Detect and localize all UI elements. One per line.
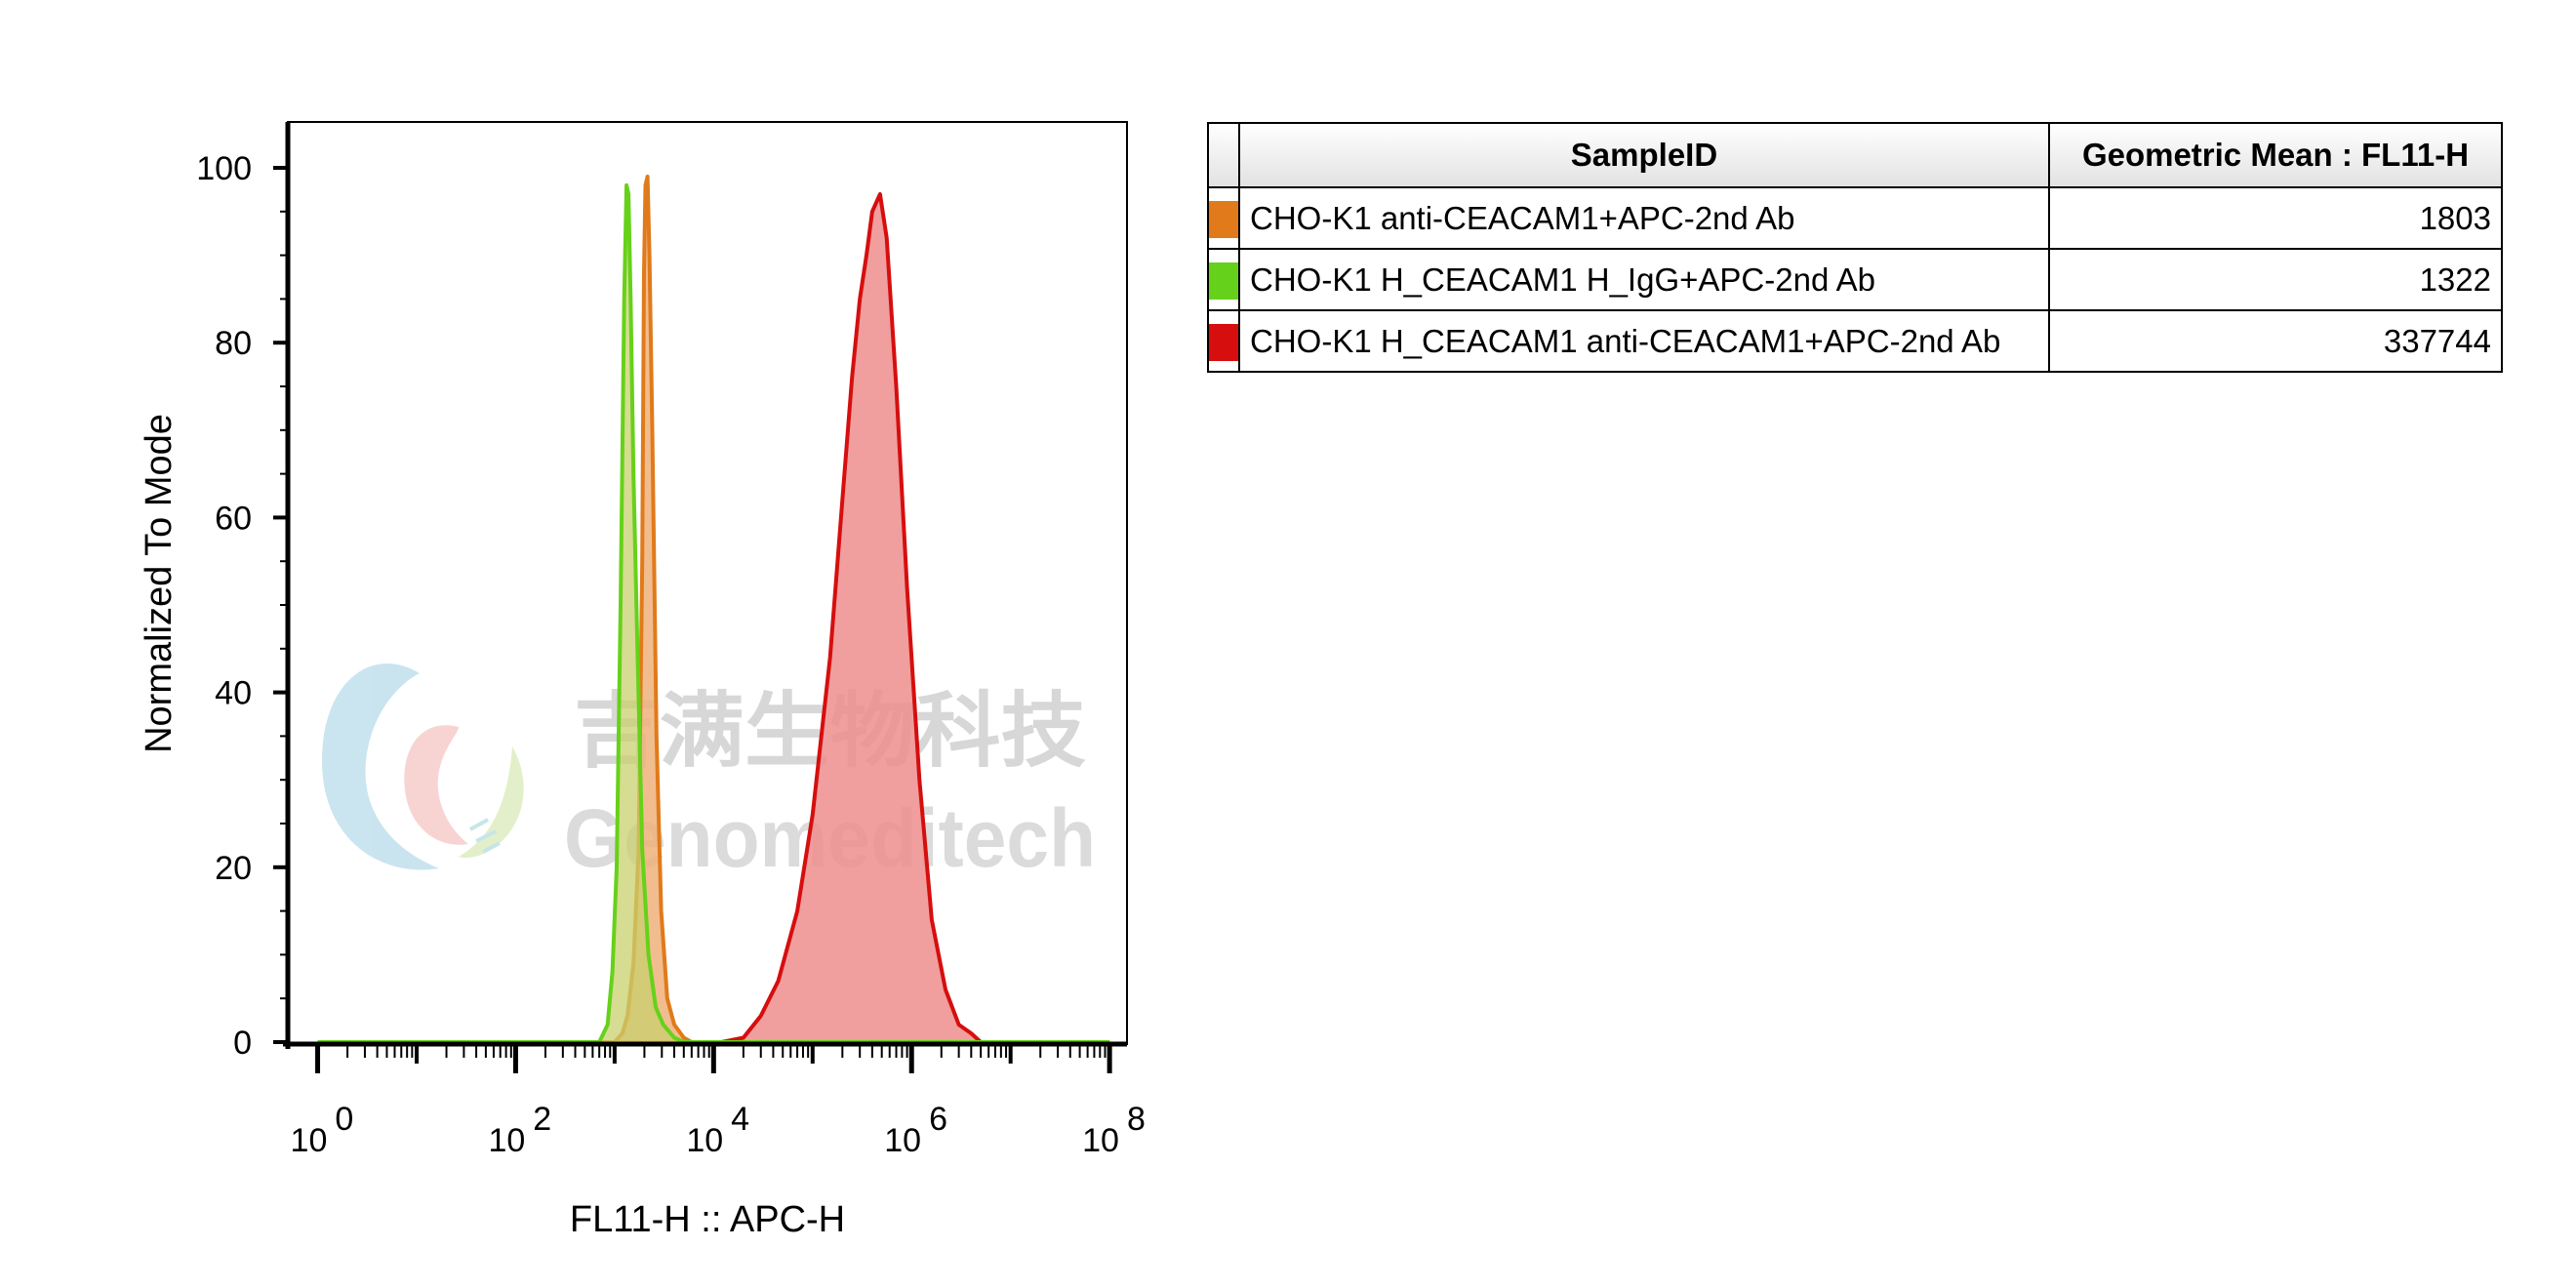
series-line [317,175,1110,1044]
x-tick-label: 106 [884,1101,947,1159]
y-tick-label: 20 [215,850,252,887]
table-header-row: SampleID Geometric Mean : FL11-H [1207,122,2503,188]
y-axis-ticks: 0 20 40 60 80 100 [196,150,288,1062]
series-line [317,182,1110,1044]
y-tick-label: 80 [215,325,252,362]
y-tick-label: 60 [215,500,252,537]
sample-table: SampleID Geometric Mean : FL11-H CHO-K1 … [1207,122,2503,373]
watermark: 吉满生物科技 Genomeditech [322,664,1096,884]
x-axis-label: FL11-H :: APC-H [570,1199,845,1240]
geometric-mean: 1322 [2048,248,2503,311]
x-tick-label: 104 [686,1101,749,1159]
series-swatch [1209,262,1238,300]
y-axis-label: Normalized To Mode [139,414,180,753]
y-tick-label: 0 [233,1025,252,1062]
y-tick-label: 100 [196,150,252,187]
x-tick-label: 108 [1082,1101,1146,1159]
sample-id: CHO-K1 anti-CEACAM1+APC-2nd Ab [1238,186,2050,250]
plot-frame [287,121,1128,1045]
x-axis-ticks: 100 102 104 106 108 [291,1044,1146,1159]
y-tick-label: 40 [215,675,252,712]
geometric-mean: 337744 [2048,309,2503,373]
series-swatch [1209,323,1238,361]
sample-id: CHO-K1 H_CEACAM1 anti-CEACAM1+APC-2nd Ab [1238,309,2050,373]
geometric-mean: 1803 [2048,186,2503,250]
x-tick-label: 100 [291,1101,354,1159]
series-area [317,193,1110,1042]
sample-id: CHO-K1 H_CEACAM1 H_IgG+APC-2nd Ab [1238,248,2050,311]
series-area [317,177,1110,1042]
table-row: CHO-K1 H_CEACAM1 anti-CEACAM1+APC-2nd Ab… [1207,309,2503,373]
series-group [317,191,1110,1044]
x-tick-label: 102 [488,1101,551,1159]
geomean-header: Geometric Mean : FL11-H [2048,122,2503,188]
table-row: CHO-K1 H_CEACAM1 H_IgG+APC-2nd Ab 1322 [1207,248,2503,311]
sampleid-header: SampleID [1238,122,2050,188]
series-swatch [1209,200,1238,238]
series-group [317,175,1110,1044]
histogram-series [317,175,1110,1044]
series-line [317,191,1110,1044]
series-area [317,184,1110,1042]
series-group [317,182,1110,1044]
table-row: CHO-K1 anti-CEACAM1+APC-2nd Ab 1803 [1207,186,2503,250]
swatch-header [1207,122,1240,188]
watermark-logo [322,664,524,870]
